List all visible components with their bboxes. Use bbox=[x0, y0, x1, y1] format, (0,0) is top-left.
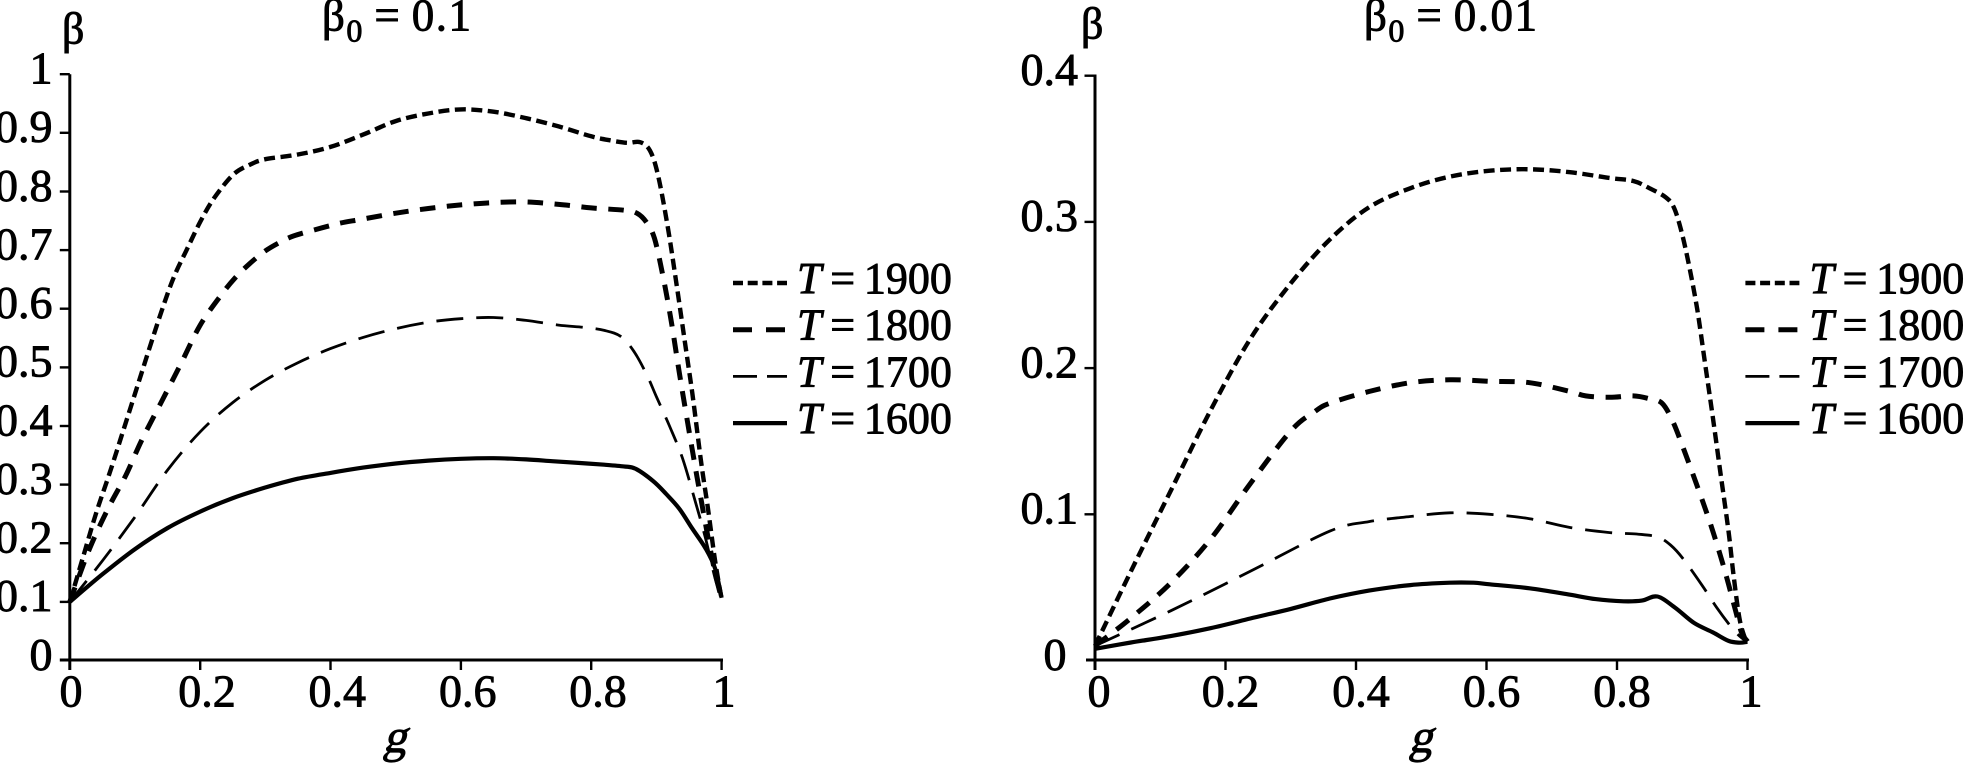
svg-text:T = 1900: T = 1900 bbox=[1809, 254, 1964, 303]
svg-text:0.9: 0.9 bbox=[0, 101, 53, 152]
svg-text:0.3: 0.3 bbox=[1021, 190, 1079, 241]
svg-text:0.1: 0.1 bbox=[1021, 483, 1079, 534]
svg-text:0.4: 0.4 bbox=[0, 394, 53, 445]
svg-text:T = 1800: T = 1800 bbox=[1809, 301, 1964, 350]
svg-text:T = 1600: T = 1600 bbox=[1809, 394, 1964, 443]
svg-text:0: 0 bbox=[60, 666, 83, 717]
svg-text:T = 1700: T = 1700 bbox=[797, 347, 952, 396]
svg-text:1: 1 bbox=[30, 43, 53, 94]
svg-text:T = 1700: T = 1700 bbox=[1809, 347, 1964, 396]
svg-text:T = 1800: T = 1800 bbox=[797, 301, 952, 350]
svg-text:0.6: 0.6 bbox=[439, 666, 497, 717]
svg-text:0: 0 bbox=[1088, 666, 1111, 717]
svg-text:0.7: 0.7 bbox=[0, 218, 53, 269]
svg-text:0.5: 0.5 bbox=[0, 336, 53, 387]
svg-text:0.4: 0.4 bbox=[309, 666, 367, 717]
svg-text:0.1: 0.1 bbox=[0, 570, 53, 621]
svg-text:β: β bbox=[62, 5, 84, 54]
svg-text:0: 0 bbox=[30, 629, 53, 680]
svg-text:0.2: 0.2 bbox=[178, 666, 236, 717]
svg-text:0.8: 0.8 bbox=[569, 666, 627, 717]
svg-text:β: β bbox=[1081, 0, 1103, 49]
svg-text:0.8: 0.8 bbox=[1593, 666, 1651, 717]
svg-text:0.6: 0.6 bbox=[0, 277, 53, 328]
svg-text:0.6: 0.6 bbox=[1463, 666, 1521, 717]
svg-text:T = 1900: T = 1900 bbox=[797, 254, 952, 303]
svg-text:0.3: 0.3 bbox=[0, 453, 53, 504]
svg-text:T = 1600: T = 1600 bbox=[797, 394, 952, 443]
svg-text:0.4: 0.4 bbox=[1332, 666, 1390, 717]
svg-text:0.4: 0.4 bbox=[1021, 44, 1079, 95]
svg-text:1: 1 bbox=[713, 666, 736, 717]
svg-text:0: 0 bbox=[1044, 629, 1067, 680]
svg-text:0.2: 0.2 bbox=[1021, 336, 1079, 387]
svg-text:0.2: 0.2 bbox=[1202, 666, 1260, 717]
svg-text:0.2: 0.2 bbox=[0, 512, 53, 563]
svg-text:0.8: 0.8 bbox=[0, 160, 53, 211]
svg-text:1: 1 bbox=[1740, 666, 1763, 717]
